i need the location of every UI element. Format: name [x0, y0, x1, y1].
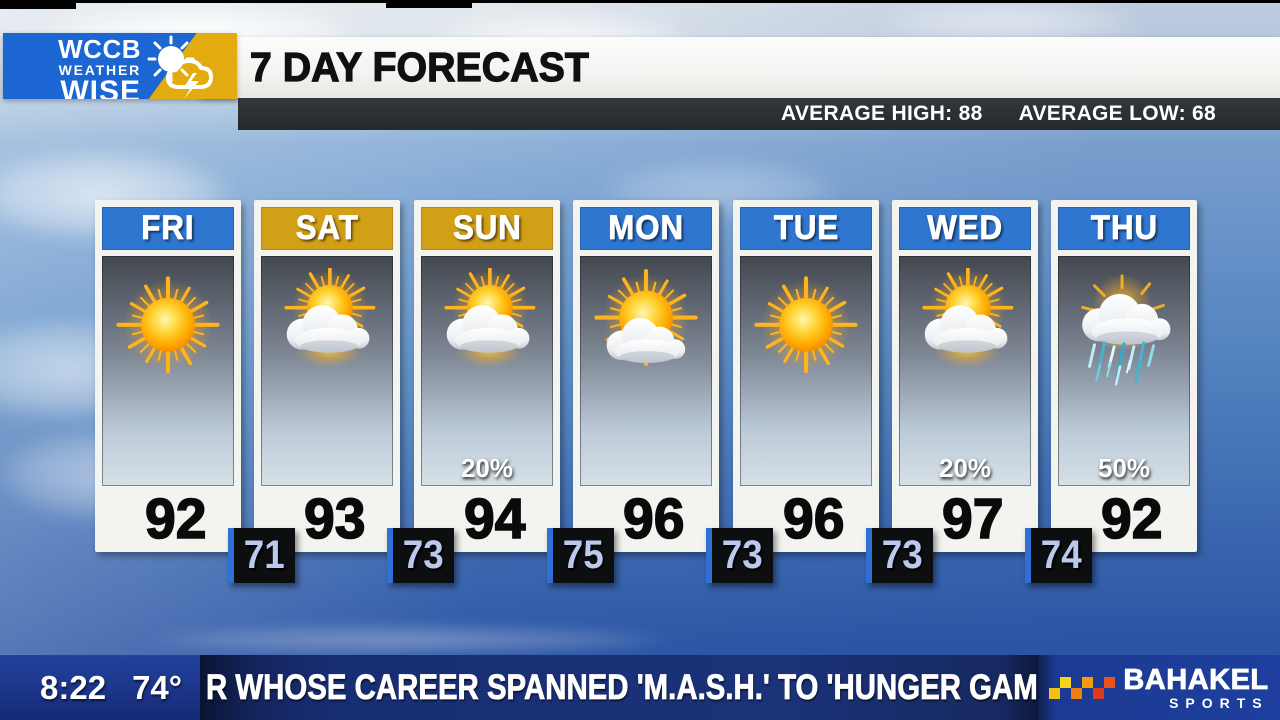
- mostly-sunny-icon: [584, 268, 708, 392]
- high-temp: 96: [622, 486, 685, 552]
- partly-cloudy-icon: [903, 268, 1027, 392]
- day-label: FRI: [141, 208, 195, 247]
- day-label: SAT: [295, 208, 359, 247]
- day-label: TUE: [773, 208, 839, 247]
- forecast-card-tue: TUE 96: [733, 200, 879, 552]
- forecast-card-wed: WED 20% 97: [892, 200, 1038, 552]
- high-temp: 92: [1100, 486, 1163, 552]
- high-temp: 97: [941, 486, 1004, 552]
- average-low: AVERAGE LOW: 68: [1018, 102, 1216, 125]
- card-screen: 50%: [1058, 255, 1190, 486]
- low-temp-badge: 73: [866, 528, 933, 583]
- average-stats-bar: AVERAGE HIGH: 88 AVERAGE LOW: 68: [238, 98, 1280, 130]
- day-header: THU: [1058, 207, 1190, 250]
- low-temp-badge: 75: [547, 528, 614, 583]
- news-ticker: 8:22 74° R WHOSE CAREER SPANNED 'M.A.S.H…: [0, 655, 1280, 720]
- partly-cloudy-icon: [425, 268, 549, 392]
- partly-cloudy-icon: [265, 268, 389, 392]
- day-header: TUE: [740, 207, 872, 250]
- page-title: 7 DAY FORECAST: [249, 43, 589, 90]
- day-header: SAT: [261, 207, 393, 250]
- sponsor-wordmark: BAHAKEL SPORTS: [1123, 663, 1269, 711]
- day-header: FRI: [102, 207, 234, 250]
- top-letterbox-line: [0, 0, 1280, 3]
- sky-cloud: [150, 625, 670, 655]
- sun-cloud-lightning-icon: [147, 35, 213, 99]
- forecast-card-fri: FRI 92: [95, 200, 241, 552]
- card-screen: 20%: [421, 255, 553, 486]
- bahakel-checker-icon: [1049, 676, 1116, 699]
- card-screen: 20%: [899, 255, 1031, 486]
- top-letterbox-notch: [386, 0, 472, 8]
- rain-icon: [1061, 270, 1187, 398]
- day-label: THU: [1090, 208, 1158, 247]
- ticker-scroll-area: R WHOSE CAREER SPANNED 'M.A.S.H.' TO 'HU…: [200, 655, 1038, 720]
- low-temp-badge: 73: [387, 528, 454, 583]
- day-label: WED: [927, 208, 1003, 247]
- high-temp: 92: [144, 486, 207, 552]
- high-temp: 94: [463, 486, 526, 552]
- low-temp-badge: 74: [1025, 528, 1092, 583]
- day-header: MON: [580, 207, 712, 250]
- forecast-card-sat: SAT 93: [254, 200, 400, 552]
- day-label: MON: [608, 208, 684, 247]
- day-label: SUN: [452, 208, 522, 247]
- ticker-headline: R WHOSE CAREER SPANNED 'M.A.S.H.' TO 'HU…: [206, 668, 1038, 708]
- current-temp: 74°: [132, 668, 182, 706]
- low-temp-badge: 73: [706, 528, 773, 583]
- precip-chance: 20%: [938, 453, 992, 483]
- card-screen: [580, 255, 712, 486]
- sunny-icon: [106, 268, 230, 392]
- sponsor-name: BAHAKEL: [1123, 663, 1269, 696]
- card-screen: [102, 255, 234, 486]
- ticker-sponsor: BAHAKEL SPORTS: [1038, 655, 1280, 720]
- title-bar: 7 DAY FORECAST: [200, 37, 1280, 98]
- average-high: AVERAGE HIGH: 88: [780, 102, 983, 125]
- forecast-card-mon: MON 96: [573, 200, 719, 552]
- logo-line-wise: WISE: [60, 75, 141, 100]
- day-header: WED: [899, 207, 1031, 250]
- precip-chance: 50%: [1097, 453, 1151, 483]
- card-screen: [740, 255, 872, 486]
- station-logo: WCCB WEATHER WISE: [3, 33, 237, 99]
- day-header: SUN: [421, 207, 553, 250]
- sponsor-sub: SPORTS: [1169, 694, 1269, 711]
- logo-text: WCCB WEATHER WISE: [58, 36, 141, 99]
- logo-line-wccb: WCCB: [58, 34, 141, 64]
- high-temp: 96: [782, 486, 845, 552]
- forecast-card-sun: SUN 20% 94: [414, 200, 560, 552]
- card-screen: [261, 255, 393, 486]
- low-temp-badge: 71: [228, 528, 295, 583]
- top-letterbox-notch: [0, 0, 76, 9]
- forecast-card-thu: THU 50% 92: [1051, 200, 1197, 552]
- time-temp-bug: 8:22 74°: [0, 655, 200, 720]
- sunny-icon: [744, 268, 868, 392]
- sky-cloud: [880, 0, 1140, 44]
- high-temp: 93: [303, 486, 366, 552]
- logo-line-weather: WEATHER: [58, 62, 141, 78]
- clock-time: 8:22: [40, 668, 107, 706]
- precip-chance: 20%: [460, 453, 514, 483]
